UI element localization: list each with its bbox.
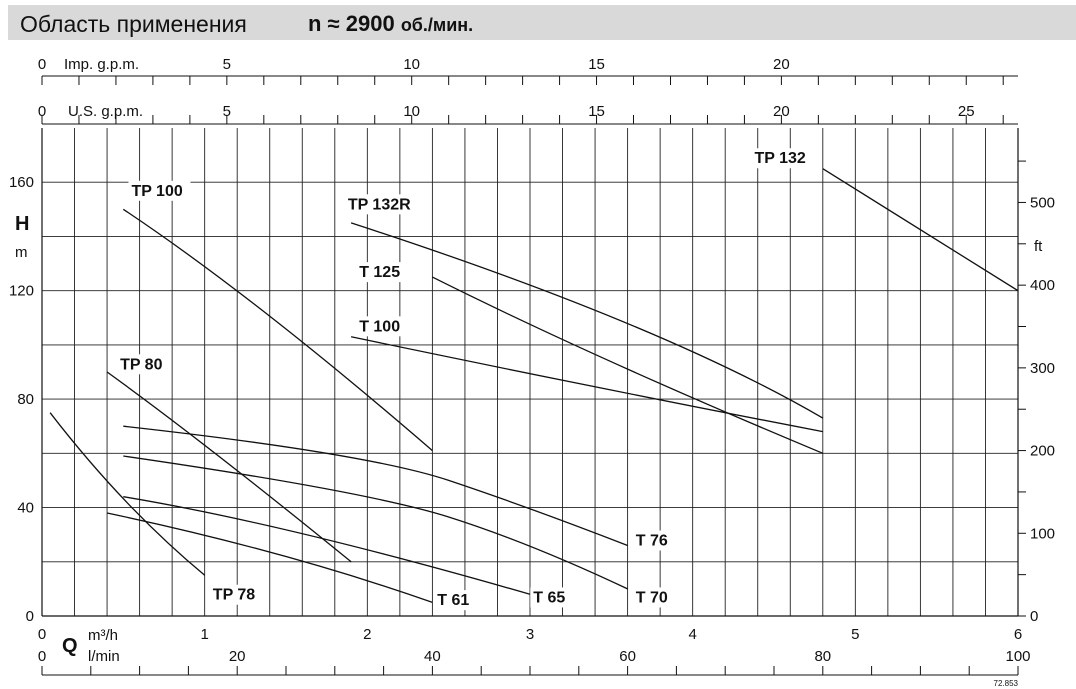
x-axis-symbol: Q bbox=[62, 635, 78, 657]
label-t-70: T 70 bbox=[636, 589, 668, 606]
ft-tick-label: 0 bbox=[1030, 608, 1038, 625]
y-axis-symbol: H bbox=[15, 213, 29, 235]
lmin-tick-label: 60 bbox=[619, 648, 636, 665]
label-bg-tp-80 bbox=[117, 354, 170, 375]
x-tick-label: 3 bbox=[526, 626, 534, 643]
curve-t-70 bbox=[123, 455, 628, 590]
label-t-125: T 125 bbox=[359, 264, 400, 281]
y-tick-label: 120 bbox=[9, 283, 34, 300]
label-bg-tp-132r bbox=[344, 194, 417, 215]
lmin-tick-label: 0 bbox=[38, 648, 46, 665]
label-tp-132r: TP 132R bbox=[348, 196, 411, 213]
label-bg-t-76 bbox=[632, 530, 675, 551]
us-tick-label: 15 bbox=[588, 103, 605, 120]
curve-t-100 bbox=[350, 336, 823, 433]
curve-tp-100 bbox=[122, 208, 433, 452]
label-t-61: T 61 bbox=[437, 592, 469, 609]
label-bg-t-61 bbox=[434, 590, 477, 611]
curve-t-65 bbox=[123, 496, 531, 595]
us-tick-label: 25 bbox=[958, 103, 975, 120]
label-bg-tp-132 bbox=[751, 148, 814, 169]
label-bg-tp-78 bbox=[209, 584, 262, 605]
label-tp-80: TP 80 bbox=[120, 356, 163, 373]
x-tick-label: 0 bbox=[38, 626, 46, 643]
x-tick-label: 5 bbox=[851, 626, 859, 643]
imp-tick-label: 10 bbox=[403, 56, 420, 73]
curve-t-125 bbox=[432, 276, 824, 454]
ft-tick-label: 400 bbox=[1030, 277, 1055, 294]
lmin-tick-label: 20 bbox=[229, 648, 246, 665]
y-tick-label: 40 bbox=[17, 500, 34, 517]
x-axis-unit: m³/h bbox=[88, 627, 118, 644]
y-tick-label: 160 bbox=[9, 174, 34, 191]
label-bg-t-70 bbox=[632, 587, 675, 608]
x-tick-label: 6 bbox=[1014, 626, 1022, 643]
curve-t-76 bbox=[123, 425, 628, 547]
ft-tick-label: 200 bbox=[1030, 443, 1055, 460]
x-tick-label: 1 bbox=[200, 626, 208, 643]
us-tick-label: 20 bbox=[773, 103, 790, 120]
y-tick-label: 80 bbox=[17, 391, 34, 408]
curves bbox=[49, 168, 1019, 604]
ft-tick-label: 300 bbox=[1030, 360, 1055, 377]
imp-axis-label: Imp. g.p.m. bbox=[64, 56, 139, 73]
label-t-65: T 65 bbox=[533, 589, 565, 606]
speed-note: n ≈ 2900 об./мин. bbox=[308, 11, 473, 37]
curve-labels: TP 100 TP 80 TP 78 TP 132R T 125 T 100 TP 132 T… bbox=[117, 148, 814, 611]
label-bg-t-125 bbox=[356, 262, 409, 283]
y-tick-label: 0 bbox=[26, 608, 34, 625]
label-t-76: T 76 bbox=[636, 533, 668, 550]
us-tick-label: 5 bbox=[223, 103, 231, 120]
label-tp-78: TP 78 bbox=[213, 587, 256, 604]
label-tp-100: TP 100 bbox=[131, 183, 182, 200]
ft-tick-label: 500 bbox=[1030, 194, 1055, 211]
y-axis-unit: m bbox=[15, 244, 28, 261]
curve-tp-132r bbox=[350, 222, 824, 419]
label-bg-t-65 bbox=[530, 587, 573, 608]
curve-tp-78 bbox=[49, 412, 206, 576]
lmin-axis-label: l/min bbox=[88, 648, 120, 665]
header-banner: Область применения n ≈ 2900 об./мин. bbox=[8, 5, 1076, 40]
label-bg-tp-100 bbox=[128, 180, 191, 201]
lmin-tick-label: 80 bbox=[814, 648, 831, 665]
curve-tp-80 bbox=[106, 371, 352, 563]
us-tick-label: 10 bbox=[403, 103, 420, 120]
us-tick-label: 0 bbox=[38, 103, 46, 120]
label-bg-t-100 bbox=[356, 316, 409, 337]
speed-value: n ≈ 2900 bbox=[308, 11, 395, 36]
ft-axis-label: ft bbox=[1034, 238, 1043, 255]
lmin-tick-label: 40 bbox=[424, 648, 441, 665]
ft-tick-label: 100 bbox=[1030, 525, 1055, 542]
lmin-tick-label: 100 bbox=[1005, 648, 1030, 665]
curve-t-61 bbox=[106, 512, 433, 604]
label-t-100: T 100 bbox=[359, 318, 400, 335]
imp-tick-label: 20 bbox=[773, 56, 790, 73]
figure-code: 72.853 bbox=[994, 679, 1019, 688]
imp-tick-label: 5 bbox=[223, 56, 231, 73]
grid bbox=[42, 128, 1018, 616]
imp-tick-label: 15 bbox=[588, 56, 605, 73]
us-axis-label: U.S. g.p.m. bbox=[68, 103, 143, 120]
imp-tick-label: 0 bbox=[38, 56, 46, 73]
curve-tp-132 bbox=[822, 168, 1019, 292]
speed-unit: об./мин. bbox=[400, 15, 474, 35]
label-tp-132: TP 132 bbox=[754, 150, 805, 167]
x-tick-label: 2 bbox=[363, 626, 371, 643]
chart-title: Область применения bbox=[20, 11, 247, 37]
x-tick-label: 4 bbox=[688, 626, 696, 643]
